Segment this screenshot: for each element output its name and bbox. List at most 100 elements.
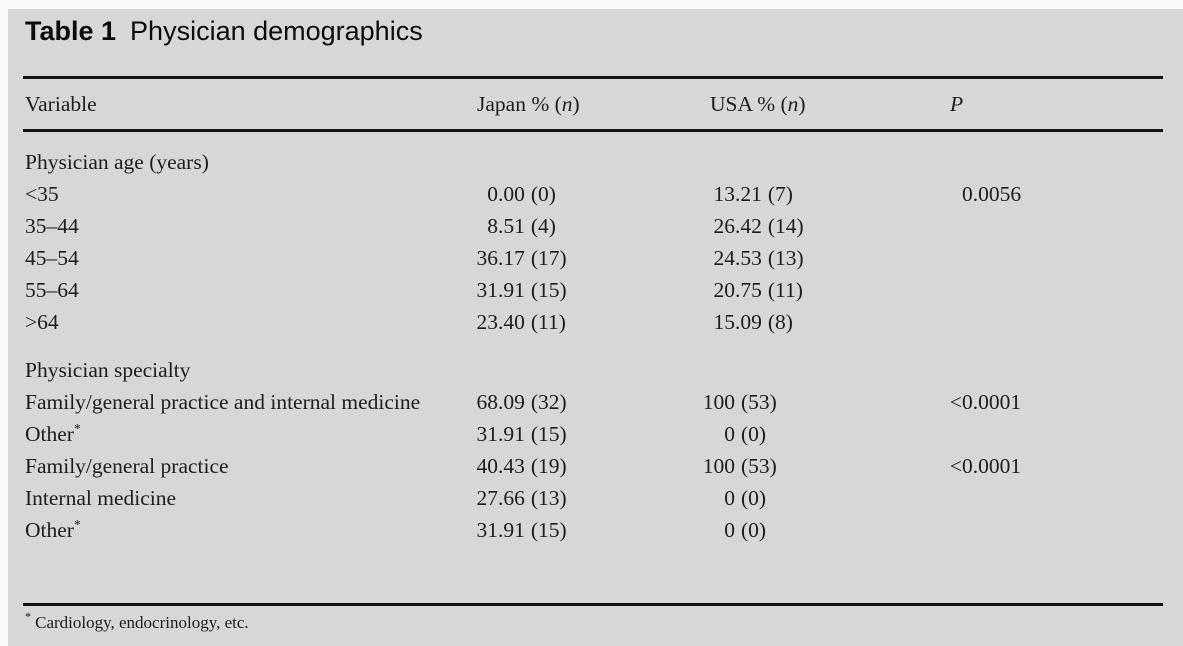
usa-count: (0) bbox=[741, 518, 767, 542]
usa-cell: 26.42 (14) bbox=[695, 210, 935, 242]
footnote-text: Cardiology, endocrinology, etc. bbox=[35, 613, 249, 632]
p-value: 0.0001 bbox=[962, 390, 1022, 414]
header-rule bbox=[23, 129, 1163, 132]
japan-cell: 31.91 (15) bbox=[460, 274, 695, 306]
japan-count: (4) bbox=[530, 214, 556, 238]
section-label: Physician age (years) bbox=[25, 150, 209, 174]
variable-cell: Other* bbox=[23, 418, 460, 450]
p-prefix: < bbox=[949, 454, 962, 478]
section-label: Physician specialty bbox=[25, 358, 191, 382]
japan-frac: .00 bbox=[498, 182, 525, 206]
table-row-age-45-54: 45–54 36.17 (17) 24.53 (13) bbox=[23, 242, 1163, 274]
japan-count: (15) bbox=[530, 422, 567, 446]
usa-cell: 24.53 (13) bbox=[695, 242, 935, 274]
table-footnote: * Cardiology, endocrinology, etc. bbox=[25, 611, 249, 635]
japan-count: (11) bbox=[530, 310, 566, 334]
usa-header-n: n bbox=[787, 91, 799, 116]
japan-frac: .40 bbox=[498, 310, 525, 334]
usa-int: 24 bbox=[713, 246, 736, 270]
usa-count: (13) bbox=[767, 246, 804, 270]
japan-int: 27 bbox=[476, 486, 499, 510]
usa-int: 15 bbox=[713, 310, 736, 334]
usa-count: (0) bbox=[741, 422, 767, 446]
variable-cell: 55–64 bbox=[25, 278, 79, 302]
section-row-age: Physician age (years) bbox=[23, 146, 1163, 178]
table-row-family-internal: Family/general practice and internal med… bbox=[23, 386, 1163, 418]
japan-cell: 40.43 (19) bbox=[460, 450, 695, 482]
japan-cell: 23.40 (11) bbox=[460, 306, 695, 338]
variable-label: Other bbox=[25, 422, 74, 446]
usa-count: (53) bbox=[741, 454, 777, 478]
variable-cell: Family/general practice and internal med… bbox=[25, 390, 421, 414]
usa-count: (7) bbox=[767, 182, 793, 206]
japan-frac: .91 bbox=[498, 278, 525, 302]
japan-header-post: ) bbox=[572, 91, 580, 116]
table-row-age-55-64: 55–64 31.91 (15) 20.75 (11) bbox=[23, 274, 1163, 306]
japan-int: 36 bbox=[476, 246, 499, 270]
usa-cell: 100 (53) bbox=[695, 386, 935, 418]
usa-int: 0 bbox=[724, 518, 735, 542]
usa-count: (8) bbox=[767, 310, 793, 334]
table-row-family-gp: Family/general practice 40.43 (19) 100 (53… bbox=[23, 450, 1163, 482]
column-header-variable: Variable bbox=[25, 91, 97, 116]
usa-cell: 15.09 (8) bbox=[695, 306, 935, 338]
japan-count: (13) bbox=[530, 486, 567, 510]
japan-header-n: n bbox=[561, 91, 573, 116]
usa-frac: .53 bbox=[735, 246, 762, 270]
variable-cell: Other* bbox=[23, 514, 460, 546]
usa-int: 0 bbox=[724, 422, 735, 446]
usa-count: (14) bbox=[767, 214, 804, 238]
usa-int: 20 bbox=[713, 278, 736, 302]
japan-frac: .51 bbox=[498, 214, 525, 238]
japan-frac: .43 bbox=[498, 454, 525, 478]
japan-int: 8 bbox=[487, 214, 498, 238]
table-row-age-gt64: >64 23.40 (11) 15.09 (8) bbox=[23, 306, 1163, 338]
usa-int: 100 bbox=[702, 454, 735, 478]
column-header-japan: Japan % (n) bbox=[460, 92, 695, 117]
japan-int: 23 bbox=[476, 310, 499, 334]
top-rule bbox=[23, 76, 1163, 79]
usa-int: 13 bbox=[713, 182, 736, 206]
p-prefix: < bbox=[949, 390, 962, 414]
table-row-age-lt35: <35 0.00 (0) 13.21 (7) 0.0056 bbox=[23, 178, 1163, 210]
japan-count: (17) bbox=[530, 246, 567, 270]
japan-int: 31 bbox=[476, 518, 499, 542]
table-title: Table 1 Physician demographics bbox=[25, 16, 423, 47]
variable-cell: Internal medicine bbox=[25, 486, 177, 510]
japan-frac: .66 bbox=[498, 486, 525, 510]
usa-cell: 0 (0) bbox=[695, 418, 935, 450]
japan-cell: 68.09 (32) bbox=[460, 386, 695, 418]
usa-cell: 13.21 (7) bbox=[695, 178, 935, 210]
usa-frac: .42 bbox=[735, 214, 762, 238]
usa-int: 100 bbox=[702, 390, 735, 414]
usa-frac: .21 bbox=[735, 182, 762, 206]
japan-int: 0 bbox=[487, 182, 498, 206]
japan-frac: .17 bbox=[498, 246, 525, 270]
table-row-other-2: Other* 31.91 (15) 0 (0) bbox=[23, 514, 1163, 546]
japan-cell: 36.17 (17) bbox=[460, 242, 695, 274]
japan-cell: 31.91 (15) bbox=[460, 514, 695, 546]
table-number: Table 1 bbox=[25, 16, 117, 46]
japan-cell: 31.91 (15) bbox=[460, 418, 695, 450]
usa-header-post: ) bbox=[798, 91, 806, 116]
column-header-usa: USA % (n) bbox=[695, 92, 935, 117]
japan-count: (19) bbox=[530, 454, 567, 478]
japan-int: 68 bbox=[476, 390, 499, 414]
p-cell: <0.0001 bbox=[935, 386, 1163, 418]
variable-cell: Family/general practice bbox=[25, 454, 229, 478]
usa-frac: .75 bbox=[735, 278, 762, 302]
section-row-specialty: Physician specialty bbox=[23, 354, 1163, 386]
japan-cell: 27.66 (13) bbox=[460, 482, 695, 514]
table-row-internal-medicine: Internal medicine 27.66 (13) 0 (0) bbox=[23, 482, 1163, 514]
japan-int: 31 bbox=[476, 422, 499, 446]
usa-cell: 0 (0) bbox=[695, 482, 935, 514]
variable-label: Other bbox=[25, 518, 74, 542]
usa-count: (11) bbox=[767, 278, 803, 302]
variable-cell: 35–44 bbox=[25, 214, 79, 238]
usa-cell: 20.75 (11) bbox=[695, 274, 935, 306]
japan-count: (32) bbox=[530, 390, 567, 414]
japan-cell: 8.51 (4) bbox=[460, 210, 695, 242]
japan-header-pre: Japan % ( bbox=[477, 91, 562, 116]
usa-frac: .09 bbox=[735, 310, 762, 334]
japan-frac: .91 bbox=[498, 422, 525, 446]
